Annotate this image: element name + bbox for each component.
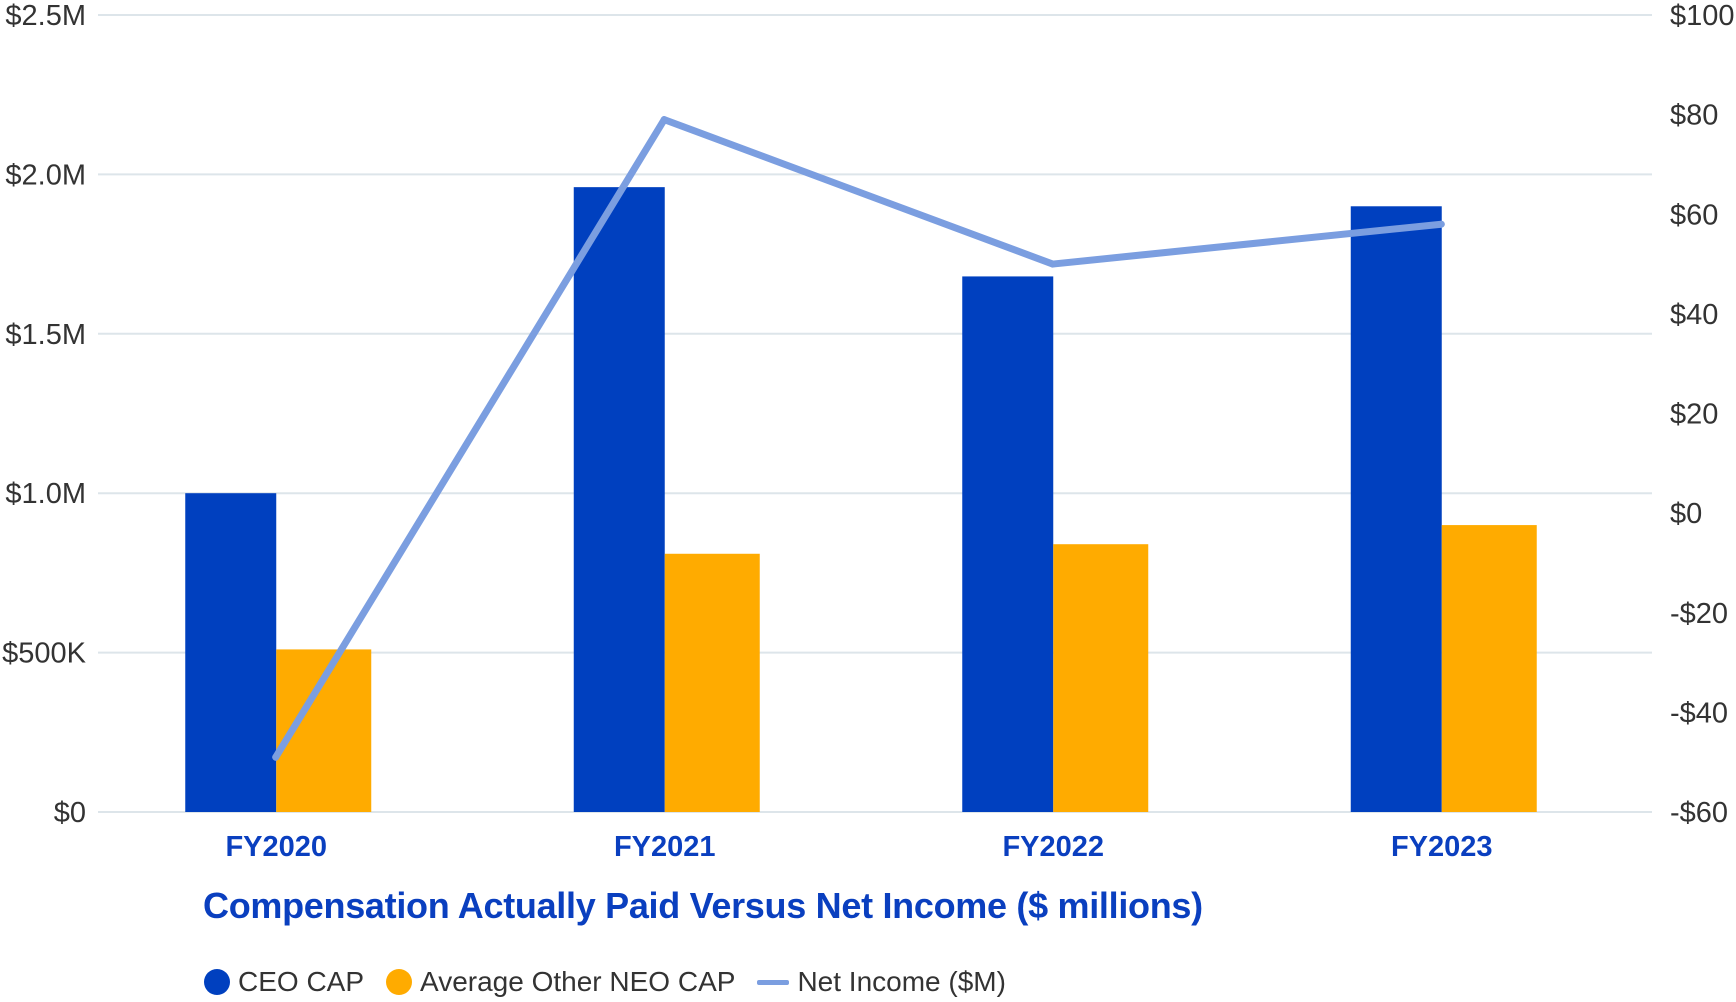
legend-label-net-income: Net Income ($M) <box>797 966 1006 997</box>
category-label-fy2020: FY2020 <box>225 831 327 863</box>
right-tick-label: $60 <box>1670 199 1718 231</box>
legend-label-average-other-neo-cap: Average Other NEO CAP <box>420 966 736 997</box>
legend-item-net-income: Net Income ($M) <box>757 966 1006 998</box>
category-label-fy2023: FY2023 <box>1391 831 1493 863</box>
left-tick-label: $0 <box>54 797 86 829</box>
net-income-point-fy2021 <box>660 116 668 124</box>
legend-item-ceo-cap: CEO CAP <box>204 966 364 998</box>
net-income-point-fy2023 <box>1437 220 1445 228</box>
bar-ceo-cap-fy2023 <box>1350 206 1442 812</box>
left-tick-label: $1.0M <box>5 478 86 510</box>
right-tick-label: $0 <box>1670 498 1702 530</box>
right-tick-label: -$60 <box>1670 797 1728 829</box>
legend: CEO CAP Average Other NEO CAP Net Income… <box>204 962 1028 1002</box>
legend-marker-net-income <box>757 979 790 985</box>
left-axis-ticks: $0 $500K $1.0M $1.5M $2.0M $2.5M <box>2 0 87 829</box>
bars-group <box>185 187 1537 813</box>
legend-item-average-other-neo-cap: Average Other NEO CAP <box>386 966 735 998</box>
left-tick-label: $2.0M <box>5 159 86 191</box>
net-income-point-fy2022 <box>1049 260 1057 268</box>
right-tick-label: $80 <box>1670 100 1718 132</box>
right-tick-label: -$40 <box>1670 697 1728 729</box>
bar-ceo-cap-fy2021 <box>573 187 665 813</box>
category-labels: FY2020 FY2021 FY2022 FY2023 <box>225 831 1492 863</box>
net-income-line-group <box>272 116 1445 761</box>
net-income-point-fy2020 <box>272 753 280 761</box>
right-axis-ticks: -$60 -$40 -$20 $0 $20 $40 $60 $80 $100 <box>1670 0 1735 829</box>
left-tick-label: $500K <box>2 638 87 670</box>
chart-title: Compensation Actually Paid Versus Net In… <box>203 885 1203 926</box>
category-label-fy2022: FY2022 <box>1002 831 1104 863</box>
left-tick-label: $2.5M <box>5 0 86 32</box>
right-tick-label: $100 <box>1670 0 1735 32</box>
legend-marker-average-other-neo-cap <box>386 969 413 995</box>
bar-ceo-cap-fy2020 <box>185 493 277 812</box>
legend-label-ceo-cap: CEO CAP <box>238 966 365 997</box>
right-tick-label: -$20 <box>1670 598 1728 630</box>
net-income-line <box>272 116 1445 761</box>
bar-average-other-neo-cap-fy2022 <box>1053 544 1149 812</box>
left-tick-label: $1.5M <box>5 319 86 351</box>
right-tick-label: $20 <box>1670 399 1718 431</box>
category-label-fy2021: FY2021 <box>614 831 716 863</box>
bar-average-other-neo-cap-fy2021 <box>664 553 760 812</box>
bar-average-other-neo-cap-fy2023 <box>1441 525 1537 812</box>
bar-ceo-cap-fy2022 <box>962 276 1054 812</box>
right-tick-label: $40 <box>1670 299 1718 331</box>
legend-marker-ceo-cap <box>204 969 230 995</box>
